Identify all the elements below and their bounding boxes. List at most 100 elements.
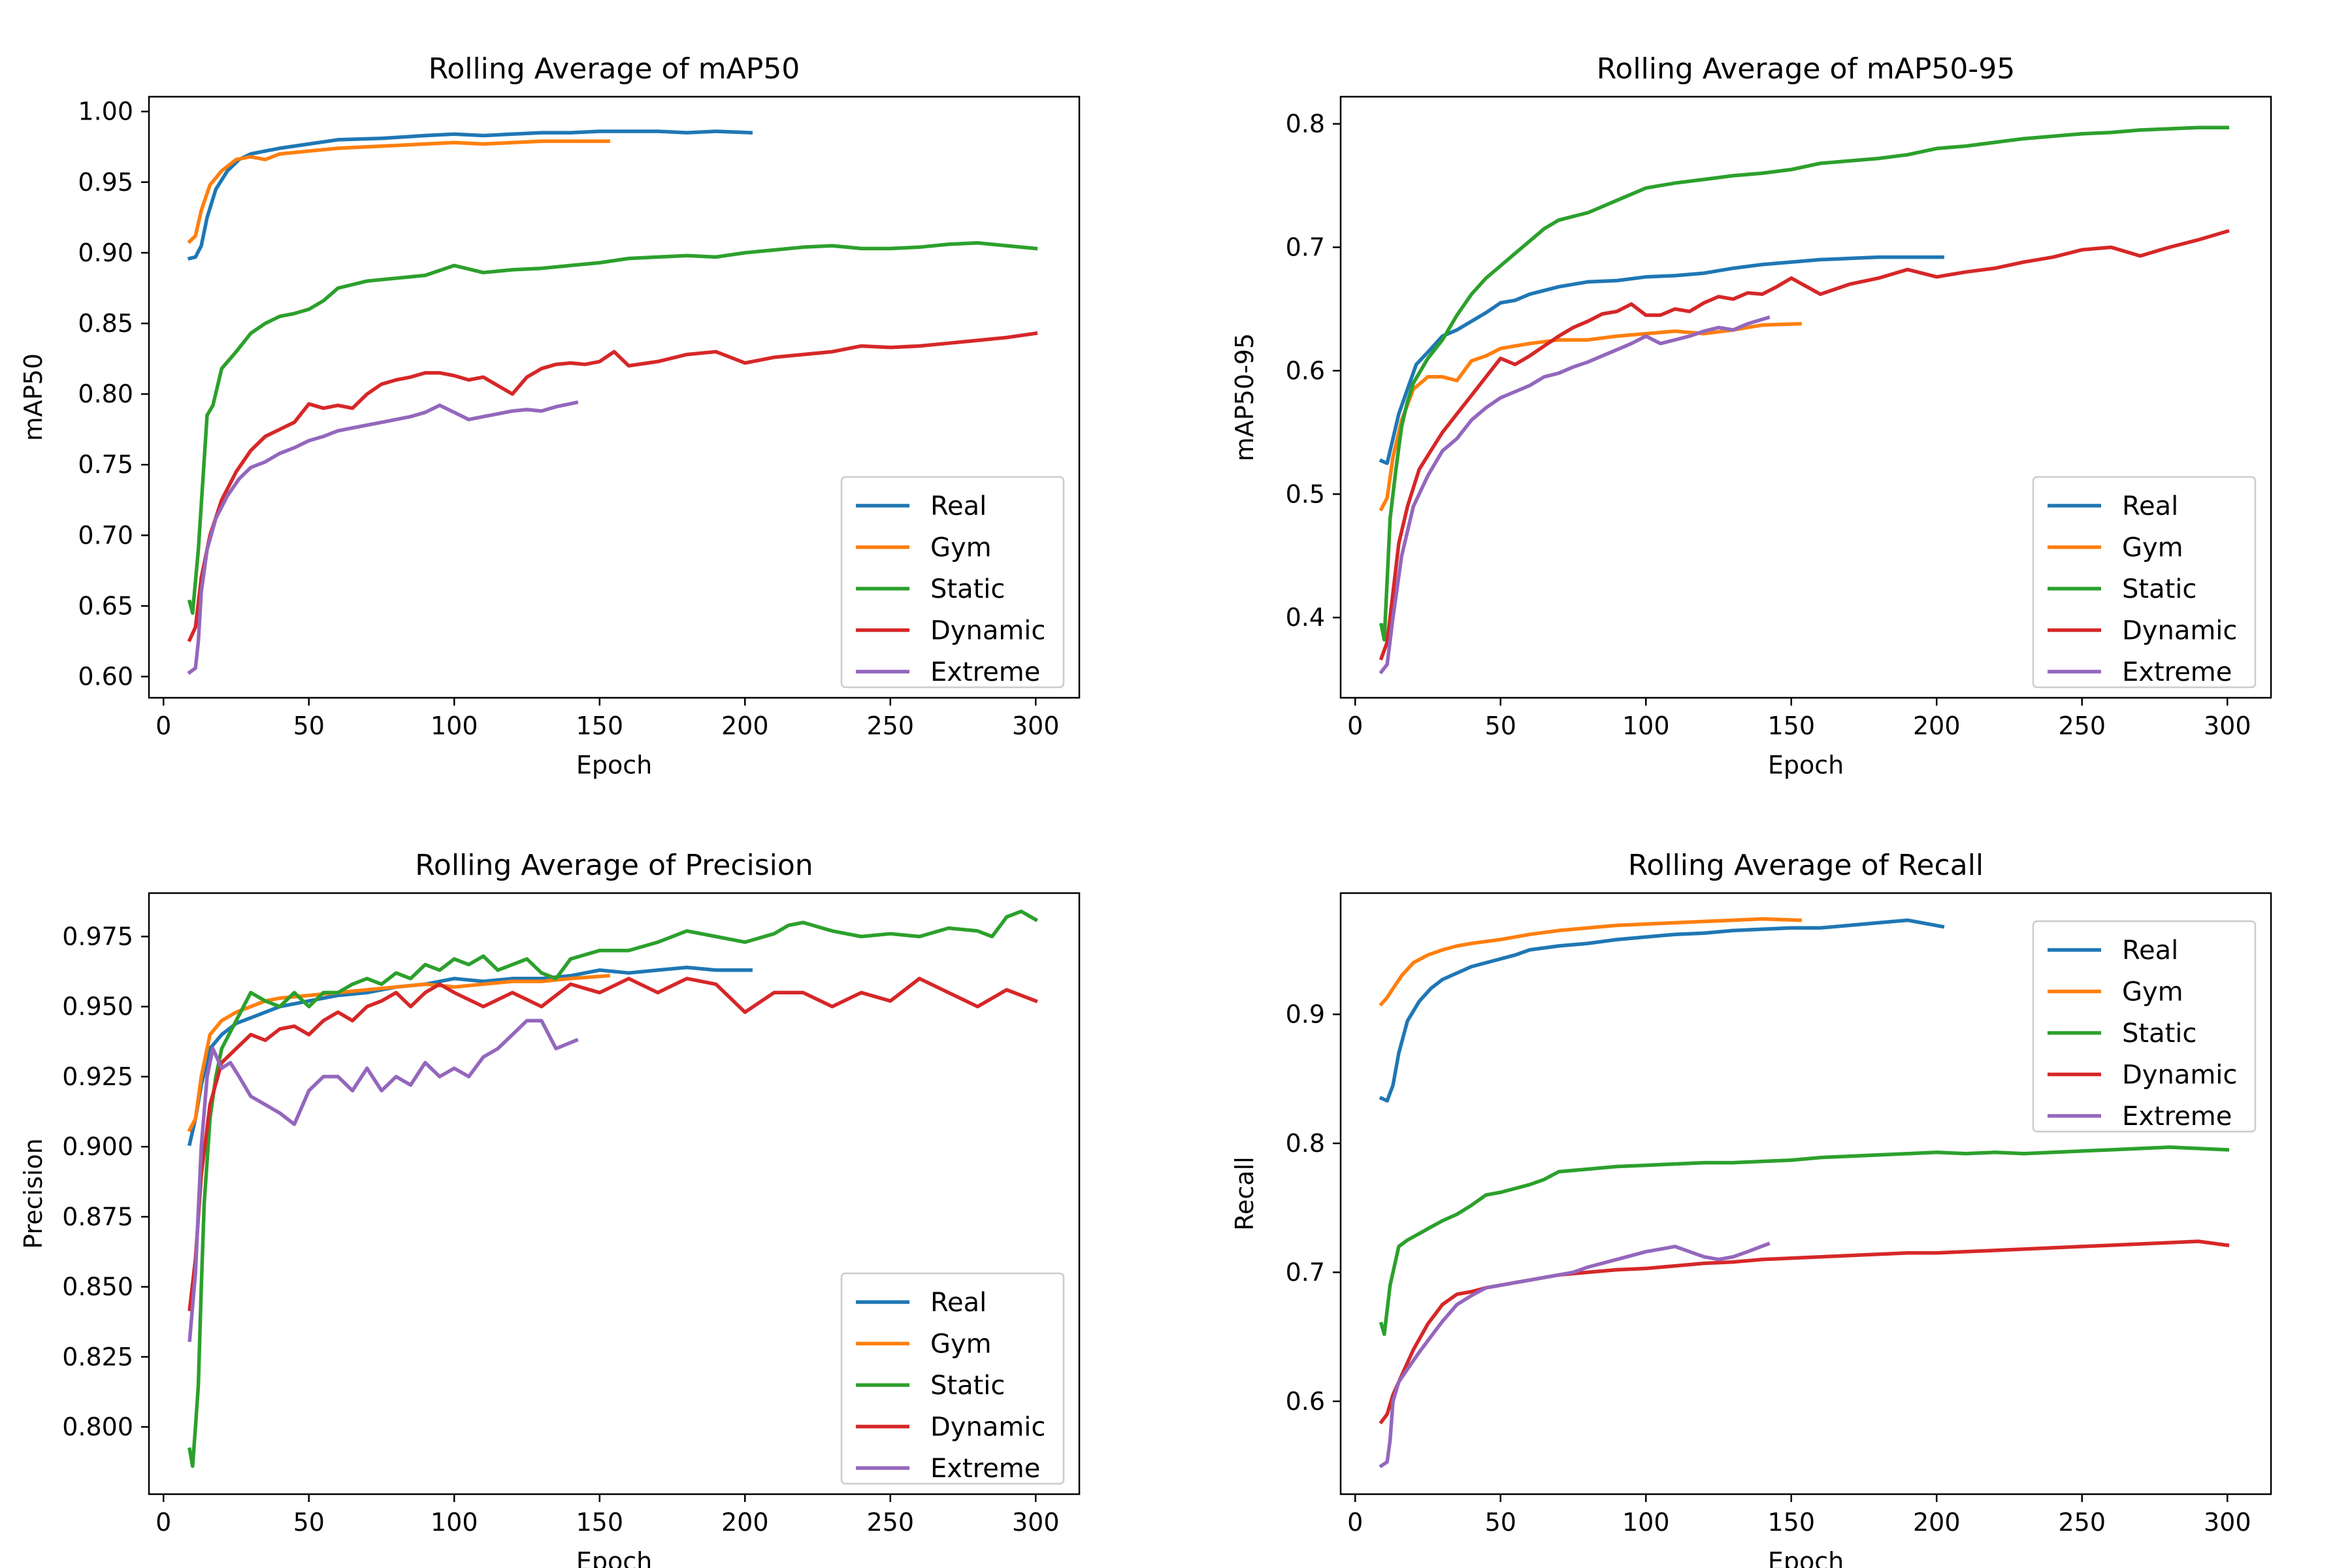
- x-tick-label: 0: [1347, 711, 1363, 740]
- x-tick-label: 250: [866, 1508, 914, 1537]
- legend-label: Dynamic: [2122, 1060, 2237, 1090]
- axes-frame: [1339, 95, 2272, 699]
- y-tick-label: 0.60: [78, 662, 133, 691]
- subplot-4: 0 50 100 150 200 250 300 0.6 0.7 0.8 0.9 Rolling Av…: [1230, 849, 2272, 1568]
- chart-title: Rolling Average of mAP50: [429, 52, 800, 86]
- y-tick-label: 0.6: [1286, 1387, 1325, 1416]
- legend-box: [2032, 476, 2257, 689]
- axes-frame: [148, 95, 1081, 699]
- x-tick-label: 200: [1913, 1508, 1961, 1537]
- x-tick-label: 150: [576, 711, 623, 740]
- y-tick-label: 0.7: [1286, 233, 1325, 261]
- x-tick-label: 100: [1622, 1508, 1670, 1537]
- y-tick-label: 0.975: [62, 922, 133, 951]
- legend-box: [840, 476, 1065, 689]
- series-line-gym: [187, 139, 610, 244]
- axes-frame: [148, 892, 1081, 1495]
- x-tick-label: 50: [1485, 711, 1516, 740]
- legend-label: Extreme: [2122, 1102, 2232, 1132]
- x-axis-label: Epoch: [576, 1547, 652, 1568]
- legend-item-gym: Gym: [2048, 533, 2183, 563]
- series-line-gym: [1379, 917, 1802, 1007]
- legend-item-extreme: Extreme: [2048, 1102, 2232, 1132]
- x-tick-label: 0: [155, 711, 171, 740]
- x-tick-label: 200: [721, 711, 769, 740]
- y-tick-label: 0.5: [1286, 480, 1325, 508]
- x-tick-label: 50: [293, 711, 325, 740]
- legend-label: Dynamic: [930, 1413, 1045, 1443]
- subplot-1: 0 50 100 150 200 250 300 0.60 0.65 0.70 0.75 0.80 0.…: [19, 52, 1081, 779]
- y-tick-label: 0.85: [78, 309, 133, 338]
- legend-label: Real: [2122, 936, 2178, 966]
- legend-item-gym: Gym: [856, 1330, 992, 1360]
- y-axis-label: mAP50: [19, 353, 48, 441]
- series-line-extreme: [1379, 315, 1771, 675]
- series-line-gym: [1379, 321, 1802, 512]
- x-tick-label: 50: [1485, 1508, 1516, 1537]
- y-tick-label: 0.950: [62, 992, 133, 1021]
- y-tick-label: 0.90: [78, 238, 133, 267]
- x-tick-label: 300: [1012, 1508, 1060, 1537]
- x-tick-label: 200: [1913, 711, 1961, 740]
- chart-title: Rolling Average of mAP50-95: [1597, 52, 2015, 86]
- series-line-real: [187, 129, 753, 261]
- legend-label: Dynamic: [2122, 616, 2237, 646]
- legend-label: Real: [2122, 491, 2178, 521]
- legend-label: Extreme: [930, 657, 1040, 687]
- y-axis-label: Precision: [19, 1138, 48, 1249]
- legend-item-static: Static: [2048, 1019, 2197, 1049]
- legend-item-static: Static: [856, 1371, 1005, 1401]
- legend-label: Real: [930, 1288, 987, 1318]
- x-tick-label: 200: [721, 1508, 769, 1537]
- y-tick-label: 0.900: [62, 1132, 133, 1161]
- legend-item-static: Static: [856, 574, 1005, 604]
- x-tick-label: 0: [155, 1508, 171, 1537]
- series-line-static: [187, 241, 1038, 615]
- legend-label: Static: [2122, 1019, 2197, 1049]
- y-tick-label: 0.7: [1286, 1258, 1325, 1286]
- legend: Real Gym Static Dynamic Extreme: [840, 476, 1065, 689]
- legend-label: Extreme: [2122, 657, 2232, 687]
- series-line-real: [188, 965, 753, 1147]
- legend-item-gym: Gym: [2048, 977, 2183, 1007]
- legend-item-gym: Gym: [856, 533, 992, 563]
- series-line-extreme: [188, 1019, 579, 1343]
- legend-item-extreme: Extreme: [856, 1454, 1040, 1484]
- y-tick-label: 1.00: [78, 97, 133, 126]
- x-tick-label: 150: [576, 1508, 623, 1537]
- y-tick-label: 0.8: [1286, 110, 1325, 139]
- y-axis-label: Recall: [1230, 1156, 1259, 1230]
- legend-item-extreme: Extreme: [856, 657, 1040, 687]
- x-tick-label: 250: [866, 711, 914, 740]
- y-tick-label: 0.875: [62, 1202, 133, 1231]
- series-line-static: [1379, 125, 2230, 642]
- x-axis-label: Epoch: [1768, 751, 1844, 779]
- chart-title: Rolling Average of Precision: [415, 849, 813, 882]
- legend-item-dynamic: Dynamic: [2048, 1060, 2237, 1090]
- x-tick-label: 100: [1622, 711, 1670, 740]
- legend-label: Gym: [930, 1330, 992, 1360]
- y-tick-label: 0.800: [62, 1413, 133, 1441]
- legend-label: Gym: [930, 533, 992, 563]
- y-tick-label: 0.925: [62, 1062, 133, 1091]
- legend-box: [2032, 920, 2257, 1133]
- legend-label: Gym: [2122, 533, 2183, 563]
- y-tick-label: 0.850: [62, 1273, 133, 1301]
- series-line-dynamic: [187, 331, 1038, 643]
- x-tick-label: 300: [2204, 711, 2251, 740]
- y-tick-label: 0.9: [1286, 1000, 1325, 1029]
- x-tick-label: 100: [431, 711, 478, 740]
- legend-item-real: Real: [856, 491, 987, 521]
- legend-label: Static: [930, 1371, 1005, 1401]
- legend-item-real: Real: [2048, 491, 2178, 521]
- x-tick-label: 300: [2204, 1508, 2251, 1537]
- series-line-real: [1379, 255, 1944, 465]
- legend-label: Dynamic: [930, 616, 1045, 646]
- legend-item-static: Static: [2048, 574, 2197, 604]
- series-line-extreme: [1379, 1241, 1771, 1469]
- x-axis-label: Epoch: [576, 751, 652, 779]
- y-tick-label: 0.95: [78, 168, 133, 197]
- legend-item-dynamic: Dynamic: [856, 1413, 1045, 1443]
- legend-label: Static: [930, 574, 1005, 604]
